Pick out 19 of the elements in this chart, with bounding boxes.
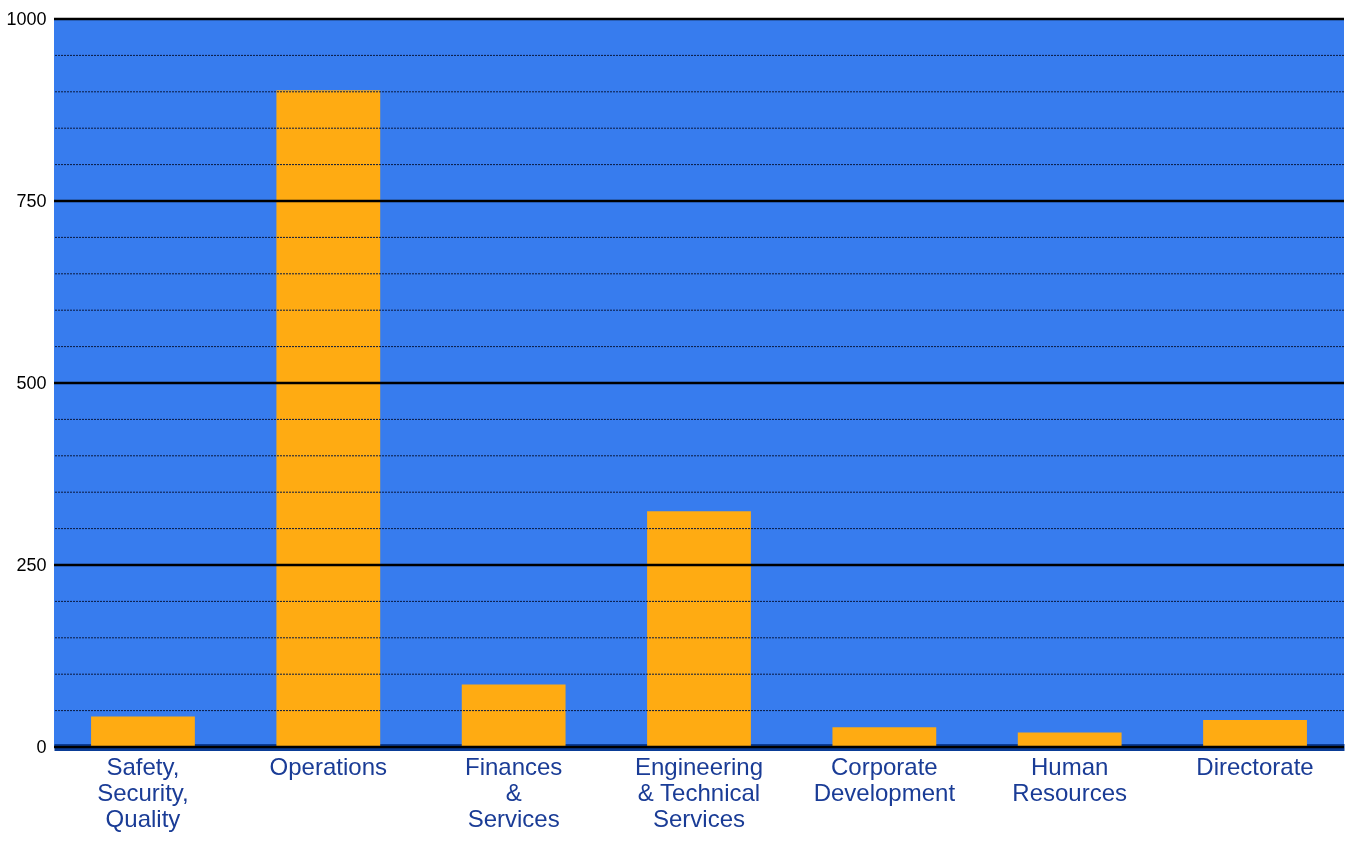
y-tick-label: 500 [16,372,47,393]
x-tick-label: Directorate [1196,752,1314,780]
x-tick-label: Human Resources [1012,752,1128,806]
y-tick-label: 250 [16,554,47,575]
bar [461,684,566,747]
y-tick-label: 1000 [6,8,47,29]
x-tick-label: Engineering & Technical Services [634,752,764,832]
x-tick-label: Operations [269,752,388,780]
bar [91,716,195,747]
bar [1203,720,1307,747]
bar [647,511,751,747]
y-tick-label: 750 [16,190,47,211]
x-tick-label: Finances & Services [464,752,563,832]
x-tick-label: Safety, Security, Quality [97,752,189,832]
bar [276,90,381,747]
bar [1017,732,1122,747]
bar [832,727,937,747]
x-tick-label: Corporate Development [813,752,956,806]
y-tick-label: 0 [36,736,47,757]
